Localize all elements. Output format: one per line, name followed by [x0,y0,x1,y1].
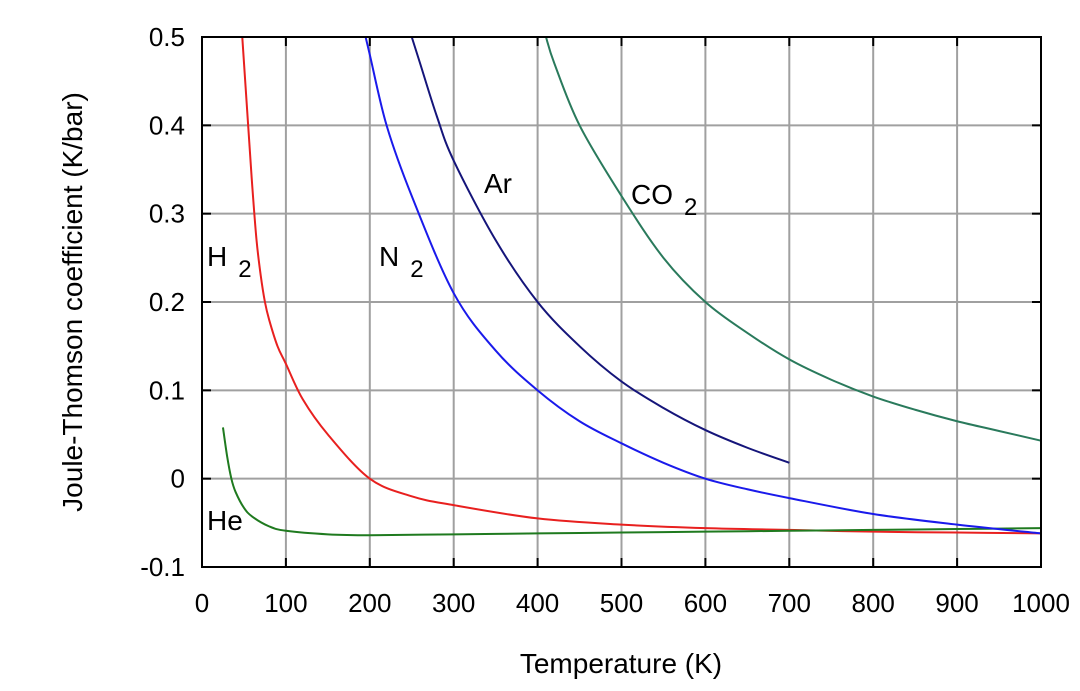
x-tick-label: 600 [684,588,727,618]
x-tick-label: 200 [348,588,391,618]
y-tick-label: 0.4 [149,110,185,140]
series-label-h2: H [207,241,227,272]
series-label-n2: N [379,241,399,272]
series-line-co2 [545,36,1042,442]
series-label-subscript: 2 [684,194,697,221]
series-line-h2 [241,36,1042,535]
x-tick-label: 100 [264,588,307,618]
y-tick-label: 0.2 [149,287,185,317]
series-label-he: He [207,505,243,536]
y-axis-title: Joule-Thomson coefficient (K/bar) [57,92,88,512]
y-tick-label: 0.3 [149,199,185,229]
y-tick-label: 0.1 [149,375,185,405]
series-curves [221,36,1042,537]
x-tick-label: 800 [852,588,895,618]
series-label-subscript: 2 [238,256,251,283]
grid [202,37,1041,567]
series-line-he [221,427,1042,537]
x-tick-label: 0 [195,588,209,618]
y-tick-label: -0.1 [140,552,185,582]
series-line-ar [410,36,790,464]
axis-ticks: 0 100 200 300 400 500 600 700 800 900 1000 -0.1 0 0.1… [140,22,1070,618]
x-tick-label: 400 [516,588,559,618]
x-axis-title: Temperature (K) [520,648,722,679]
x-tick-label: 900 [935,588,978,618]
x-tick-label: 300 [432,588,475,618]
series-label-subscript: 2 [410,256,423,283]
x-tick-label: 500 [600,588,643,618]
series-label-ar: Ar [484,168,512,199]
y-tick-label: 0.5 [149,22,185,52]
y-tick-label: 0 [171,464,185,494]
x-tick-label: 1000 [1012,588,1070,618]
series-label-co2: CO [631,179,673,210]
series-line-n2 [364,36,1042,535]
x-tick-label: 700 [768,588,811,618]
